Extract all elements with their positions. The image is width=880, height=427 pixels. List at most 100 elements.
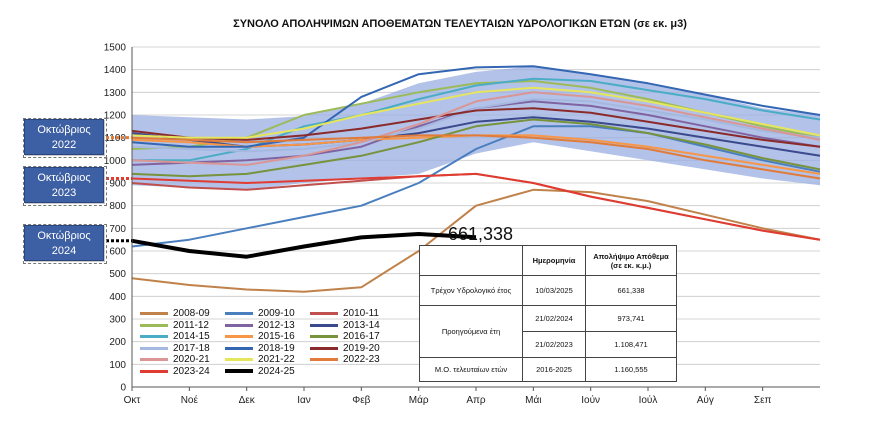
x-tick-10: Αύγ [697,394,714,406]
info-current-date: 10/03/2025 [522,275,586,306]
legend-label-2018-19: 2018-19 [258,342,295,354]
legend-swatch-2019-20 [310,346,338,350]
x-axis-labels: Οκτ Νοέ Δεκ Ιαν Φεβ Μάρ Απρ Μάι Ιούν Ιούλ Αύγ Σεπ [124,387,772,406]
series-line-2014-15 [132,77,821,162]
legend-label-2009-10: 2009-10 [258,308,295,319]
info-prev2-date: 21/02/2023 [522,331,586,358]
series-line-2017-18 [131,98,821,153]
callout-oct-2024: Οκτώβριος 2024 [24,225,104,261]
legend-label-2019-20: 2019-20 [343,342,380,354]
y-tick-100: 100 [109,360,126,371]
legend-swatch-2023-24 [140,369,168,373]
info-current-value: 661,338 [585,275,677,306]
y-tick-200: 200 [109,337,126,348]
y-tick-1500: 1500 [104,43,127,54]
legend-label-2016-17: 2016-17 [343,331,380,342]
x-tick-11: Σεπ [754,395,772,406]
legend-swatch-2012-13 [225,323,253,327]
legend-label-2011-12: 2011-12 [173,319,209,331]
legend-swatch-2015-16 [225,335,253,338]
legend-swatch-2013-14 [310,323,338,327]
legend-label-2015-16: 2015-16 [258,331,295,342]
legend-item-2009-10: 2009-10 [225,308,295,319]
legend-label-2010-11: 2010-11 [343,308,379,319]
current-value-label: 661,338 [448,224,514,244]
x-tick-4: Φεβ [352,395,370,406]
x-tick-7: Μάι [525,394,541,406]
callout-frame-oct2022 [23,118,107,158]
series-line-2022-23 [131,134,821,180]
callout-oct-2022-line2: 2022 [51,139,77,151]
legend-label-2017-18: 2017-18 [173,342,210,354]
series-line-2018-19 [131,65,821,148]
legend-swatch-2020-21 [140,358,168,361]
callout-oct-2022: Οκτώβριος 2022 [24,119,104,155]
legend-item-2021-22: 2021-22 [225,354,295,365]
legend-item-2008-09: 2008-09 [140,308,210,319]
series-line-2019-20 [131,107,821,148]
legend-item-2013-14: 2013-14 [310,320,380,331]
legend-swatch-2017-18 [140,346,168,350]
x-tick-2: Δεκ [239,395,256,406]
legend-item-2014-15: 2014-15 [140,331,210,342]
legend-label-2024-25: 2024-25 [258,365,295,377]
info-avg-value: 1.160,555 [585,357,677,382]
info-row-current: Τρέχον Υδρολογικό έτος 10/03/2025 661,33… [419,275,677,306]
legend-label-2022-23: 2022-23 [343,354,380,365]
legend-item-2016-17: 2016-17 [310,331,380,342]
x-tick-5: Μάρ [409,394,429,406]
series-line-2016-17 [131,118,821,178]
legend-swatch-2021-22 [225,358,253,361]
callout-frame-oct2023 [23,166,107,206]
y-tick-500: 500 [109,269,126,280]
series-line-2023-24 [131,172,821,241]
info-table: Ημερομηνία Απολήψιμο Απόθεμα (σε εκ. κ.μ… [419,245,677,382]
info-avg-label: Μ.Ο. τελευταίων ετών [419,357,523,382]
legend-swatch-2011-12 [140,323,168,327]
y-tick-0: 0 [120,383,126,394]
callout-oct-2023-line2: 2023 [51,187,77,199]
y-tick-1400: 1400 [104,65,127,76]
callout-oct-2024-line1: Οκτώβριος [37,230,91,242]
legend-label-2012-13: 2012-13 [258,319,295,331]
info-current-label: Τρέχον Υδρολογικό έτος [419,275,523,306]
legend-item-2012-13: 2012-13 [225,320,295,331]
legend-item-2015-16: 2015-16 [225,331,295,342]
legend-item-2017-18: 2017-18 [140,343,210,354]
info-row-prev2: 21/02/2023 1.108,471 [420,331,677,358]
legend-label-2023-24: 2023-24 [173,365,210,377]
info-prev-label: Προηγούμενα έτη [419,305,523,358]
y-axis-labels: 0 100 200 300 400 500 600 700 800 900 1000 1100 1200… [104,43,127,394]
y-tick-800: 800 [109,201,126,212]
x-tick-0: Οκτ [124,395,141,406]
legend-swatch-2010-11 [310,312,338,315]
legend-item-2019-20: 2019-20 [310,343,380,354]
series-line-2020-21 [131,91,821,166]
legend-swatch-2024-25 [225,369,253,373]
callout-oct-2023-line1: Οκτώβριος [37,172,91,184]
legend-label-2020-21: 2020-21 [173,354,210,365]
callout-markers [106,136,132,243]
legend-item-2022-23: 2022-23 [310,354,380,365]
chart-series [131,65,821,293]
info-prev2-value: 1.108,471 [585,331,677,358]
legend-swatch-2016-17 [310,335,338,338]
y-tick-1300: 1300 [104,88,127,99]
legend-label-2021-22: 2021-22 [258,354,295,365]
y-tick-900: 900 [109,179,126,190]
series-line-2008-09 [131,188,821,293]
series-line-2024-25 [131,232,477,259]
legend-item-2011-12: 2011-12 [140,320,209,331]
legend-swatch-2022-23 [310,358,338,361]
series-line-2009-10 [131,125,821,248]
x-tick-1: Νοέ [181,394,199,406]
info-prev1-date: 21/02/2024 [522,305,586,332]
info-row-average: Μ.Ο. τελευταίων ετών 2016-2025 1.160,555 [419,357,677,382]
info-table-corner [419,245,523,276]
x-tick-3: Ιαν [297,395,311,406]
y-tick-700: 700 [109,224,126,235]
y-tick-1000: 1000 [104,156,127,167]
info-row-prev1: Προηγούμενα έτη 21/02/2024 973,741 [419,305,677,358]
info-prev1-value: 973,741 [585,305,677,332]
legend-label-2008-09: 2008-09 [173,308,210,319]
